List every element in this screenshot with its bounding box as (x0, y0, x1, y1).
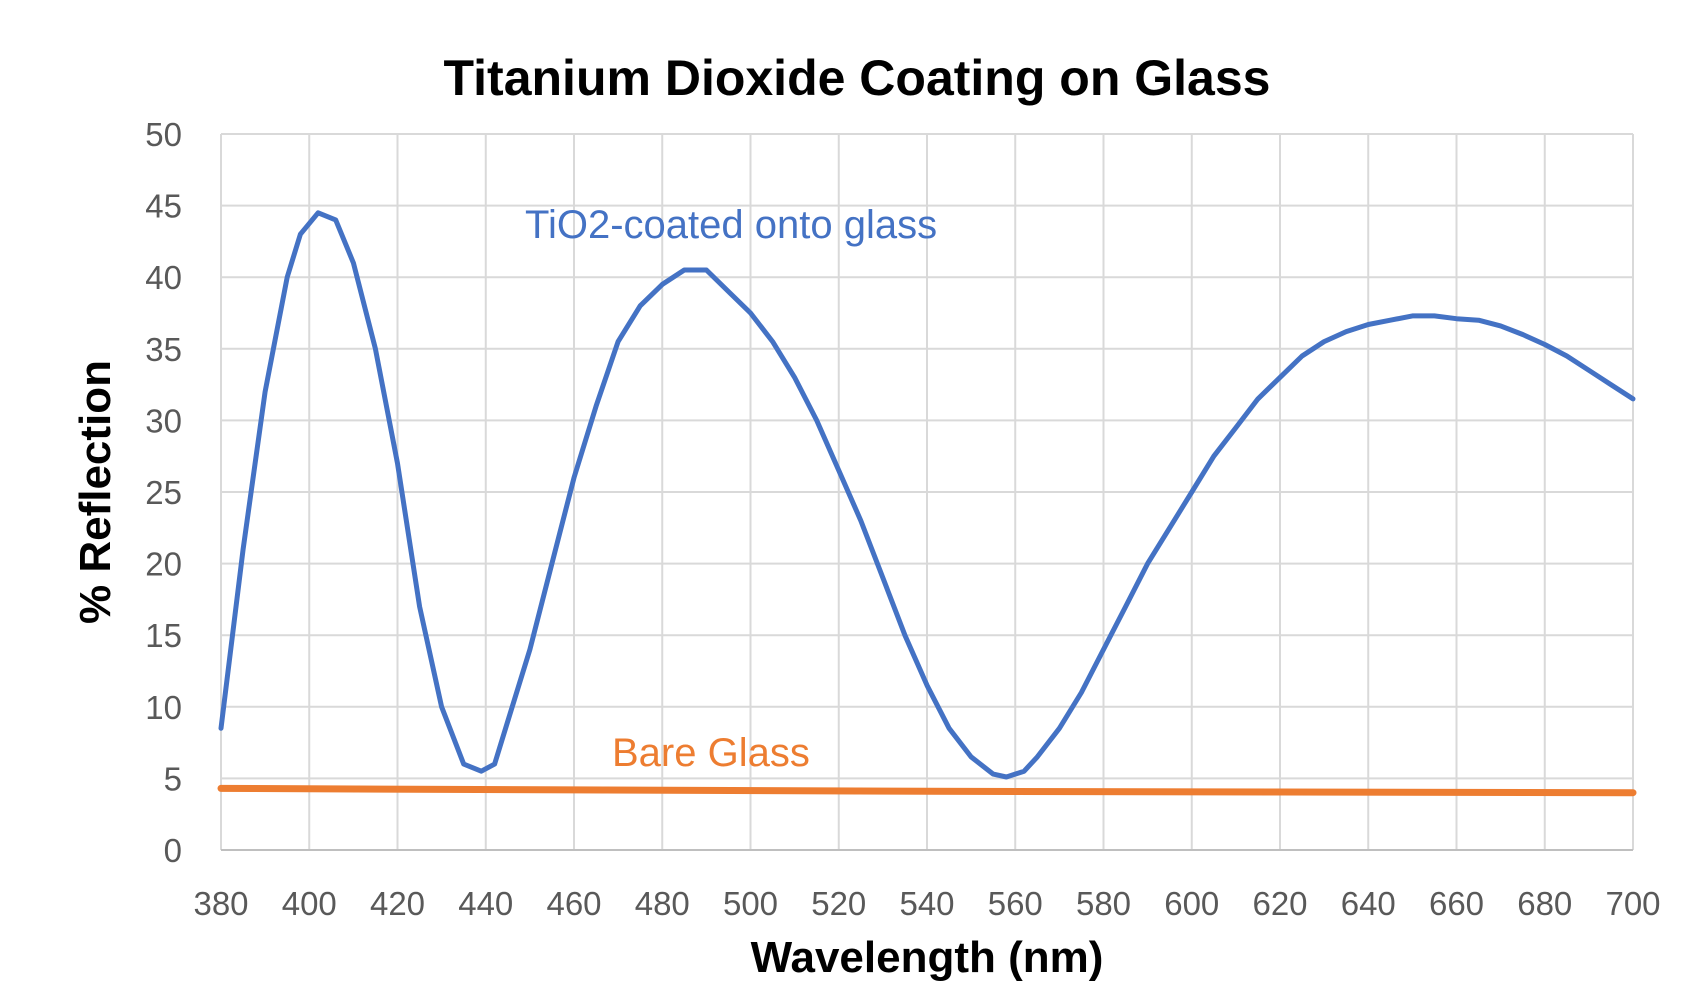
x-tick-label: 480 (635, 885, 690, 922)
y-tick-label: 45 (145, 188, 182, 225)
y-tick-label: 20 (145, 546, 182, 583)
y-tick-label: 25 (145, 474, 182, 511)
grid (220, 133, 1634, 851)
y-axis-label: % Reflection (71, 360, 120, 624)
x-tick-label: 440 (458, 885, 513, 922)
x-tick-label: 660 (1429, 885, 1484, 922)
x-tick-label: 620 (1252, 885, 1307, 922)
y-tick-label: 50 (145, 116, 182, 153)
x-tick-label: 680 (1517, 885, 1572, 922)
x-tick-label: 420 (370, 885, 425, 922)
y-tick-label: 30 (145, 402, 182, 439)
x-tick-label: 520 (811, 885, 866, 922)
x-tick-label: 580 (1076, 885, 1131, 922)
x-tick-label: 460 (546, 885, 601, 922)
x-tick-label: 640 (1341, 885, 1396, 922)
y-tick-label: 0 (164, 832, 182, 869)
y-tick-label: 40 (145, 259, 182, 296)
tick-labels: 380 400 420 440 460 480 500 520 540 560 580 600 620 6… (145, 116, 1660, 922)
x-tick-label: 700 (1605, 885, 1660, 922)
x-axis-label: Wavelength (nm) (751, 933, 1104, 982)
x-tick-label: 560 (988, 885, 1043, 922)
x-tick-label: 380 (193, 885, 248, 922)
series-label-bare-glass: Bare Glass (612, 731, 810, 775)
y-tick-label: 10 (145, 689, 182, 726)
x-tick-label: 500 (723, 885, 778, 922)
x-tick-label: 400 (282, 885, 337, 922)
x-tick-label: 540 (899, 885, 954, 922)
series-line-tio2 (218, 210, 1636, 780)
series-label-tio2: TiO2-coated onto glass (525, 203, 937, 247)
series-lines (217, 210, 1637, 797)
series-line-bare-glass (217, 784, 1637, 797)
chart-title: Titanium Dioxide Coating on Glass (444, 50, 1271, 106)
y-tick-label: 35 (145, 331, 182, 368)
y-tick-label: 5 (164, 760, 182, 797)
x-tick-label: 600 (1164, 885, 1219, 922)
y-tick-label: 15 (145, 617, 182, 654)
